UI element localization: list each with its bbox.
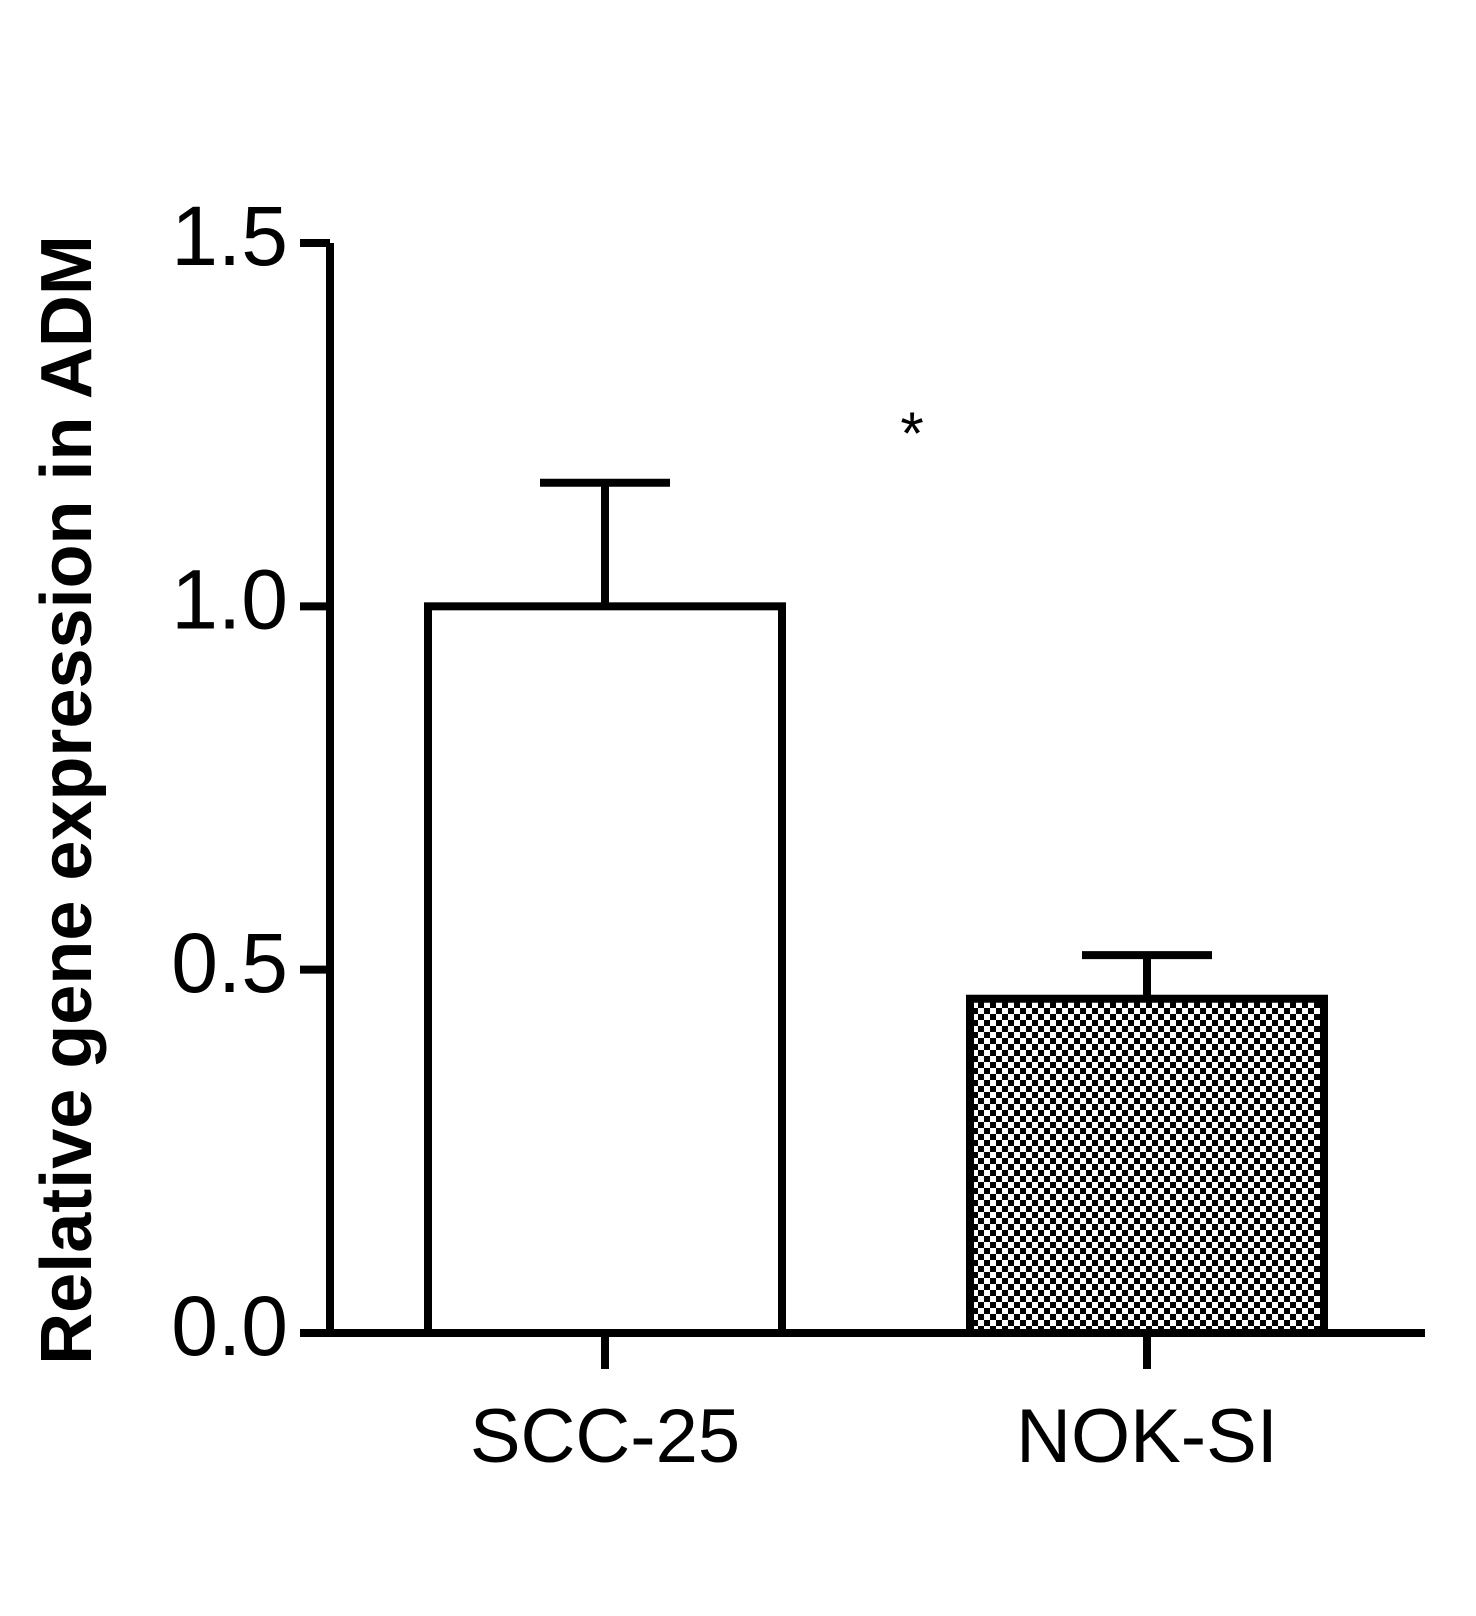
y-axis-label: Relative gene expression in ADM	[27, 235, 107, 1365]
bar	[966, 994, 1328, 1337]
y-tick-label: 0.5	[171, 916, 288, 1010]
y-tick-label: 1.5	[171, 189, 288, 283]
significance-annotation: *	[900, 400, 923, 467]
y-tick-label: 0.0	[171, 1279, 288, 1373]
x-tick-label: SCC-25	[470, 1394, 740, 1479]
x-tick-label: NOK-SI	[1016, 1394, 1278, 1479]
bar	[424, 602, 786, 1337]
y-tick-label: 1.0	[171, 553, 288, 647]
